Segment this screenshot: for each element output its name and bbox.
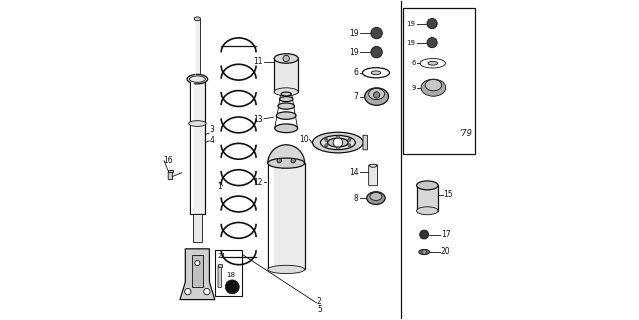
Ellipse shape	[275, 124, 298, 132]
Text: 4: 4	[210, 136, 215, 146]
Circle shape	[336, 136, 339, 139]
Ellipse shape	[369, 88, 385, 100]
Polygon shape	[180, 249, 215, 300]
Text: 8: 8	[354, 194, 358, 203]
Text: 19: 19	[349, 28, 358, 38]
Ellipse shape	[278, 103, 295, 109]
Ellipse shape	[279, 97, 293, 102]
Text: 15: 15	[443, 190, 453, 199]
Circle shape	[371, 46, 382, 58]
Text: 19: 19	[349, 48, 358, 57]
Ellipse shape	[187, 74, 208, 84]
Ellipse shape	[365, 88, 389, 105]
Ellipse shape	[189, 121, 206, 126]
Bar	[403, 8, 475, 154]
Wedge shape	[268, 145, 305, 163]
FancyBboxPatch shape	[168, 170, 173, 172]
Ellipse shape	[268, 265, 305, 274]
Circle shape	[427, 19, 437, 29]
Ellipse shape	[428, 61, 438, 65]
Text: 1: 1	[217, 181, 222, 190]
Text: 10: 10	[299, 135, 309, 144]
Circle shape	[348, 144, 351, 147]
FancyBboxPatch shape	[191, 79, 194, 214]
Circle shape	[427, 37, 437, 48]
Ellipse shape	[268, 158, 305, 168]
Ellipse shape	[421, 79, 446, 96]
Circle shape	[333, 138, 343, 147]
FancyBboxPatch shape	[192, 255, 203, 287]
Ellipse shape	[194, 17, 201, 21]
Ellipse shape	[281, 92, 291, 96]
Text: 17: 17	[441, 230, 450, 239]
FancyBboxPatch shape	[218, 264, 222, 267]
Text: 6: 6	[353, 68, 358, 77]
Ellipse shape	[328, 138, 348, 147]
Circle shape	[277, 158, 281, 163]
Text: 2: 2	[317, 297, 321, 306]
Text: 6: 6	[411, 60, 415, 66]
Circle shape	[325, 144, 328, 147]
Text: 16: 16	[163, 156, 173, 164]
FancyBboxPatch shape	[195, 19, 196, 77]
Circle shape	[195, 260, 200, 266]
Ellipse shape	[312, 132, 364, 153]
Circle shape	[422, 250, 426, 254]
Text: 21: 21	[218, 253, 227, 259]
Circle shape	[325, 138, 328, 141]
FancyBboxPatch shape	[417, 185, 438, 211]
Bar	[215, 251, 242, 296]
Text: '79: '79	[459, 129, 472, 138]
Ellipse shape	[419, 249, 429, 255]
FancyBboxPatch shape	[274, 59, 298, 92]
Ellipse shape	[189, 76, 205, 82]
Ellipse shape	[274, 54, 298, 63]
Text: 14: 14	[349, 168, 358, 177]
Circle shape	[373, 92, 380, 98]
FancyBboxPatch shape	[269, 163, 273, 269]
Ellipse shape	[371, 71, 381, 75]
FancyBboxPatch shape	[192, 214, 202, 243]
Text: 19: 19	[406, 20, 415, 27]
Text: 3: 3	[210, 125, 215, 134]
Text: 20: 20	[441, 247, 450, 257]
Text: 13: 13	[254, 115, 263, 124]
Text: 5: 5	[317, 305, 322, 314]
FancyBboxPatch shape	[369, 165, 378, 186]
FancyBboxPatch shape	[168, 171, 173, 180]
Circle shape	[291, 158, 295, 163]
Ellipse shape	[369, 164, 376, 167]
Circle shape	[185, 288, 191, 295]
FancyBboxPatch shape	[363, 135, 367, 150]
Text: 18: 18	[227, 272, 236, 278]
FancyBboxPatch shape	[194, 19, 200, 77]
Text: 9: 9	[411, 85, 415, 91]
Circle shape	[226, 280, 239, 294]
Circle shape	[283, 55, 289, 62]
Ellipse shape	[320, 135, 355, 150]
Ellipse shape	[362, 68, 389, 78]
Ellipse shape	[425, 79, 442, 91]
Text: 7: 7	[353, 92, 358, 101]
Circle shape	[348, 138, 351, 141]
Ellipse shape	[417, 207, 438, 215]
Text: 12: 12	[254, 178, 263, 187]
Circle shape	[420, 230, 429, 239]
Ellipse shape	[274, 88, 298, 96]
Ellipse shape	[367, 192, 385, 204]
FancyBboxPatch shape	[218, 266, 222, 288]
Text: 11: 11	[254, 57, 263, 66]
Circle shape	[204, 288, 210, 295]
Ellipse shape	[370, 193, 382, 200]
Ellipse shape	[420, 59, 445, 68]
Ellipse shape	[417, 181, 438, 190]
Circle shape	[336, 146, 339, 149]
FancyBboxPatch shape	[268, 163, 305, 269]
Ellipse shape	[276, 112, 296, 119]
Text: 19: 19	[406, 40, 415, 46]
Circle shape	[371, 28, 382, 39]
FancyBboxPatch shape	[190, 79, 204, 214]
